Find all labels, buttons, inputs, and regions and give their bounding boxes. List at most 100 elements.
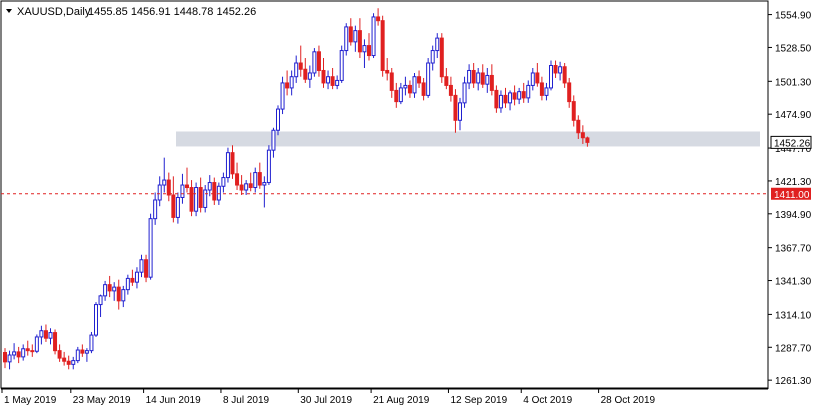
candle	[157, 176, 162, 207]
candle	[544, 82, 549, 101]
candle-body-down	[166, 179, 171, 196]
candle-body-up	[339, 50, 344, 81]
candle-body-down	[130, 277, 135, 283]
candle-body-up	[89, 334, 94, 352]
candle-body-up	[153, 199, 158, 220]
candle-body-up	[266, 149, 271, 184]
candle	[148, 213, 153, 280]
candle-body-up	[530, 72, 535, 86]
candle	[166, 172, 171, 202]
candle-body-up	[326, 76, 331, 84]
candle	[567, 77, 572, 108]
candle	[130, 269, 135, 286]
support-zone	[176, 131, 760, 147]
candle	[230, 145, 235, 179]
candle	[257, 162, 262, 189]
candle	[21, 344, 26, 361]
candle-body-up	[307, 72, 312, 80]
candle-body-up	[498, 94, 503, 109]
chart-header: XAUUSD,Daily 1455.85 1456.91 1448.78 145…	[6, 6, 256, 18]
candle	[34, 334, 39, 354]
candle-body-up	[162, 179, 167, 186]
candle-body-down	[380, 20, 385, 71]
candle-body-down	[348, 26, 353, 43]
candle	[489, 64, 494, 96]
time-tick-label: 12 Sep 2019	[450, 395, 507, 406]
current-price-label: 1452.26	[774, 138, 811, 149]
price-axis: 1554.90 1528.50 1501.30 1474.90 1447.70 1421.…	[768, 11, 812, 387]
candle	[66, 355, 71, 370]
candle	[467, 64, 472, 90]
current-price-tag	[770, 135, 812, 149]
candle	[48, 328, 53, 345]
candle-body-up	[134, 271, 139, 283]
candle-body-up	[221, 177, 226, 187]
candle	[417, 70, 422, 88]
candle	[403, 76, 408, 96]
candle	[580, 125, 585, 144]
candle	[539, 76, 544, 101]
candle	[248, 172, 253, 192]
candle-body-down	[3, 352, 7, 363]
candle	[239, 175, 244, 195]
candle	[357, 18, 362, 59]
candle	[535, 63, 540, 87]
candle	[553, 60, 558, 78]
candle-body-down	[30, 350, 35, 353]
candle	[458, 97, 462, 131]
candle	[330, 67, 335, 90]
candle-body-down	[298, 62, 303, 70]
time-axis: 1 May 2019 23 May 2019 14 Jun 2019 8 Jul 20…	[1, 389, 656, 406]
candle-body-down	[330, 76, 335, 86]
time-tick-label: 23 May 2019	[73, 395, 131, 406]
candle-body-down	[43, 330, 48, 339]
candle	[503, 87, 508, 108]
candle	[526, 80, 531, 103]
candle-body-down	[376, 16, 381, 22]
support-zone-layer	[176, 131, 760, 147]
price-tick-label: 1421.30	[775, 177, 812, 188]
candle	[80, 344, 85, 357]
candle-body-up	[271, 129, 276, 151]
candle	[194, 182, 199, 217]
candle	[453, 89, 458, 133]
time-tick-label: 8 Jul 2019	[223, 395, 270, 406]
price-tick-label: 1394.90	[775, 210, 812, 221]
candle	[62, 351, 67, 366]
candle-body-up	[148, 218, 153, 278]
candle-body-down	[25, 348, 30, 352]
candle-body-up	[335, 79, 340, 86]
candle	[175, 192, 180, 224]
candle	[421, 77, 426, 101]
candle	[134, 267, 139, 289]
candle	[189, 180, 194, 217]
candle	[144, 254, 149, 283]
candle	[75, 346, 80, 364]
candle	[244, 180, 249, 195]
candle-body-up	[21, 348, 26, 358]
candle-body-down	[453, 94, 458, 121]
level-price-tag	[771, 187, 811, 200]
candle	[362, 39, 367, 68]
candle	[521, 82, 526, 103]
candle-body-down	[562, 66, 567, 84]
candle-body-up	[549, 65, 553, 89]
candle-body-up	[216, 185, 221, 201]
candle	[125, 274, 130, 295]
candle-body-up	[294, 62, 299, 78]
candle	[348, 18, 353, 46]
candle	[367, 33, 371, 61]
time-tick-label: 28 Oct 2019	[601, 395, 656, 406]
candle	[498, 90, 503, 113]
candle	[462, 76, 467, 108]
candle	[549, 60, 553, 91]
candle	[398, 82, 403, 105]
candle-body-down	[444, 76, 449, 86]
candle-body-down	[235, 173, 240, 186]
candle	[289, 70, 294, 96]
candle-body-down	[417, 76, 422, 84]
candle-body-down	[503, 94, 508, 104]
dropdown-triangle-icon[interactable]	[6, 9, 12, 13]
